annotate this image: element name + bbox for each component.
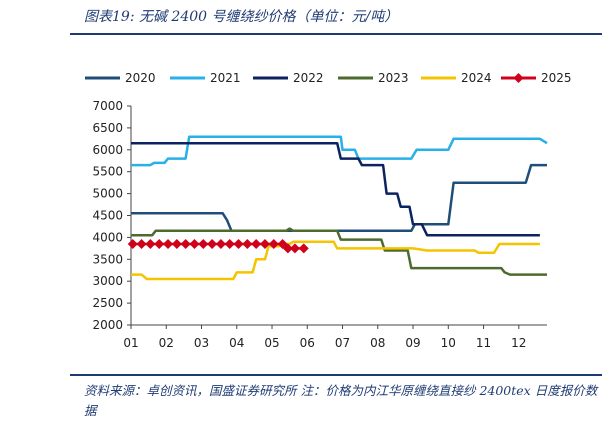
legend-label-2020: 2020 — [125, 71, 156, 85]
series-marker-2025 — [127, 238, 138, 249]
legend-label-2022: 2022 — [293, 71, 324, 85]
series-marker-2025 — [145, 238, 156, 249]
series-marker-2025 — [259, 238, 270, 249]
series-line-2023 — [131, 227, 547, 276]
x-tick-label: 11 — [476, 336, 491, 350]
y-tick-label: 7000 — [92, 99, 123, 113]
y-tick-label: 6000 — [92, 143, 123, 157]
x-tick-label: 04 — [229, 336, 244, 350]
y-tick-label: 2500 — [92, 296, 123, 310]
series-marker-2025 — [215, 238, 226, 249]
x-tick-label: 12 — [511, 336, 526, 350]
legend-marker-2025 — [513, 73, 524, 83]
series-marker-2025 — [198, 238, 209, 249]
series-marker-2025 — [207, 238, 218, 249]
figure-title: 图表19: 无碱 2400 号缠绕纱价格（单位：元/吨） — [84, 9, 399, 25]
chart-series — [127, 135, 548, 281]
chart-legend: 2020 2021 2022 2023 2024 2025 — [85, 71, 572, 85]
y-tick-label: 4000 — [92, 230, 123, 244]
x-tick-label: 02 — [159, 336, 174, 350]
y-tick-label: 3000 — [92, 274, 123, 288]
series-marker-2025 — [163, 238, 174, 249]
x-tick-label: 06 — [300, 336, 315, 350]
y-tick-label: 6500 — [92, 121, 123, 135]
top-rule — [70, 33, 602, 35]
series-marker-2025 — [171, 238, 182, 249]
series-marker-2025 — [180, 238, 191, 249]
x-tick-label: 08 — [370, 336, 385, 350]
x-tick-label: 01 — [123, 336, 138, 350]
y-tick-label: 4500 — [92, 209, 123, 223]
series-marker-2025 — [224, 238, 235, 249]
x-tick-label: 09 — [405, 336, 420, 350]
series-marker-2025 — [233, 238, 244, 249]
series-marker-2025 — [289, 243, 300, 254]
y-tick-label: 2000 — [92, 318, 123, 332]
legend-label-2025: 2025 — [541, 71, 572, 85]
x-tick-label: 05 — [264, 336, 279, 350]
series-marker-2025 — [136, 238, 147, 249]
x-tick-label: 07 — [335, 336, 350, 350]
x-tick-label: 10 — [441, 336, 456, 350]
series-line-2021 — [131, 135, 548, 167]
series-marker-2025 — [242, 238, 253, 249]
y-tick-label: 5000 — [92, 187, 123, 201]
series-marker-2025 — [154, 238, 165, 249]
series-marker-2025 — [251, 238, 262, 249]
line-chart: 2020 2021 2022 2023 2024 2025 2000 2500 3000 350… — [85, 71, 572, 350]
series-line-2024 — [131, 240, 540, 281]
legend-label-2024: 2024 — [461, 71, 492, 85]
y-tick-label: 3500 — [92, 252, 123, 266]
series-marker-2025 — [268, 238, 279, 249]
bottom-rule — [70, 374, 602, 376]
series-marker-2025 — [189, 238, 200, 249]
y-tick-label: 5500 — [92, 165, 123, 179]
series-marker-2025 — [298, 243, 309, 254]
x-tick-label: 03 — [194, 336, 209, 350]
legend-label-2023: 2023 — [378, 71, 409, 85]
series-marker-2025 — [282, 243, 293, 254]
chart-axes: 2000 2500 3000 3500 4000 4500 5000 5500 6000 6500… — [92, 99, 547, 350]
series-line-2022 — [131, 141, 540, 237]
figure-source-note: 资料来源：卓创资讯，国盛证券研究所 注：价格为内江华原缠绕直接纱 2400tex… — [84, 383, 598, 418]
legend-label-2021: 2021 — [210, 71, 241, 85]
series-line-2020 — [131, 163, 547, 233]
